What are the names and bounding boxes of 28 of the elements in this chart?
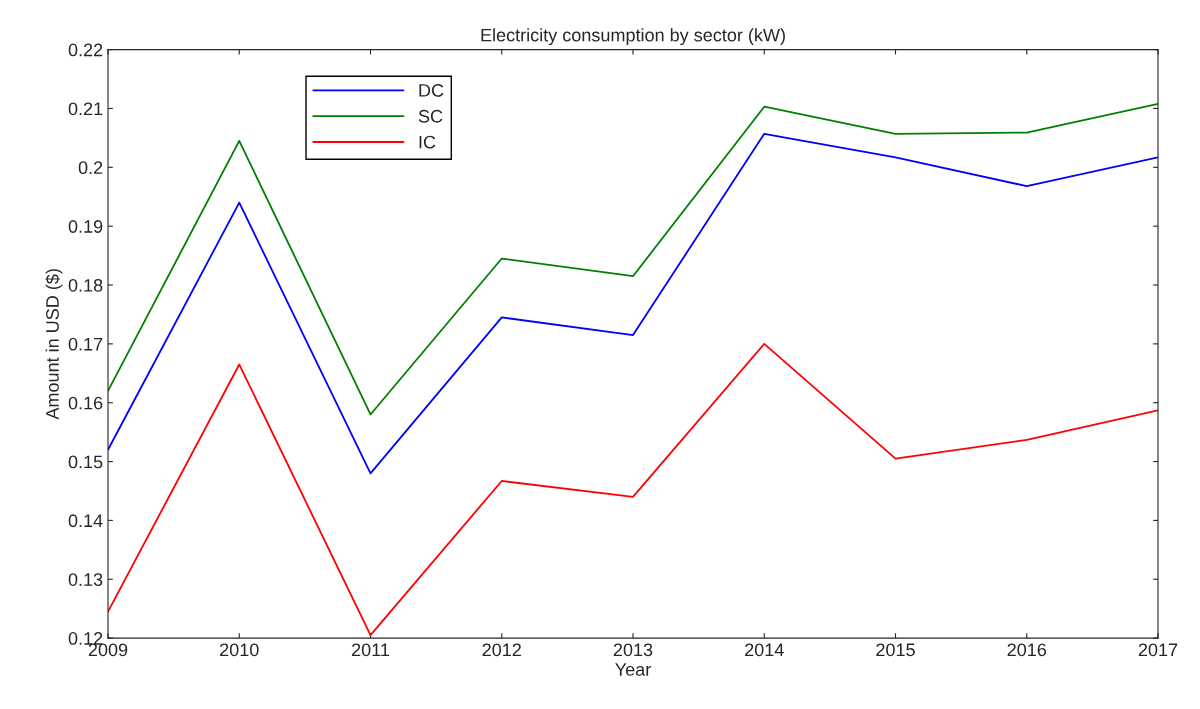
y-tick-label: 0.19	[68, 220, 103, 233]
y-axis-title: Amount in USD ($)	[45, 269, 63, 420]
x-tick-label: 2016	[1007, 643, 1047, 657]
y-tick-label: 0.14	[68, 514, 103, 528]
x-tick-label: 2013	[613, 643, 653, 657]
line-series	[108, 102, 1158, 416]
y-tick-label: 0.22	[68, 43, 103, 57]
y-tick-label: 0.2	[78, 161, 103, 175]
x-tick-label: 2012	[482, 643, 521, 657]
y-tick-label: 0.16	[68, 396, 103, 410]
y-tick-label: 0.15	[68, 455, 103, 469]
legend-label: IC	[419, 135, 436, 149]
y-tick-label: 0.18	[68, 278, 103, 292]
y-tick-label: 0.17	[68, 337, 103, 351]
x-axis-title: Year	[615, 663, 651, 676]
x-tick-label: 2014	[745, 643, 784, 657]
x-tick-label: 2009	[88, 643, 128, 657]
legend-label: DC	[419, 84, 444, 97]
x-tick-label: 2017	[1138, 643, 1178, 657]
y-tick-label: 0.12	[68, 632, 103, 645]
x-tick-label: 2015	[876, 643, 915, 657]
y-tick-label: 0.13	[68, 573, 103, 586]
x-tick-label: 2011	[351, 643, 390, 657]
chart-title: Electricity consumption by sector (kW)	[481, 28, 785, 46]
x-tick-label: 2010	[220, 643, 259, 657]
legend-label: SC	[418, 109, 443, 123]
y-tick-label: 0.21	[68, 102, 103, 116]
line-series	[108, 132, 1158, 475]
